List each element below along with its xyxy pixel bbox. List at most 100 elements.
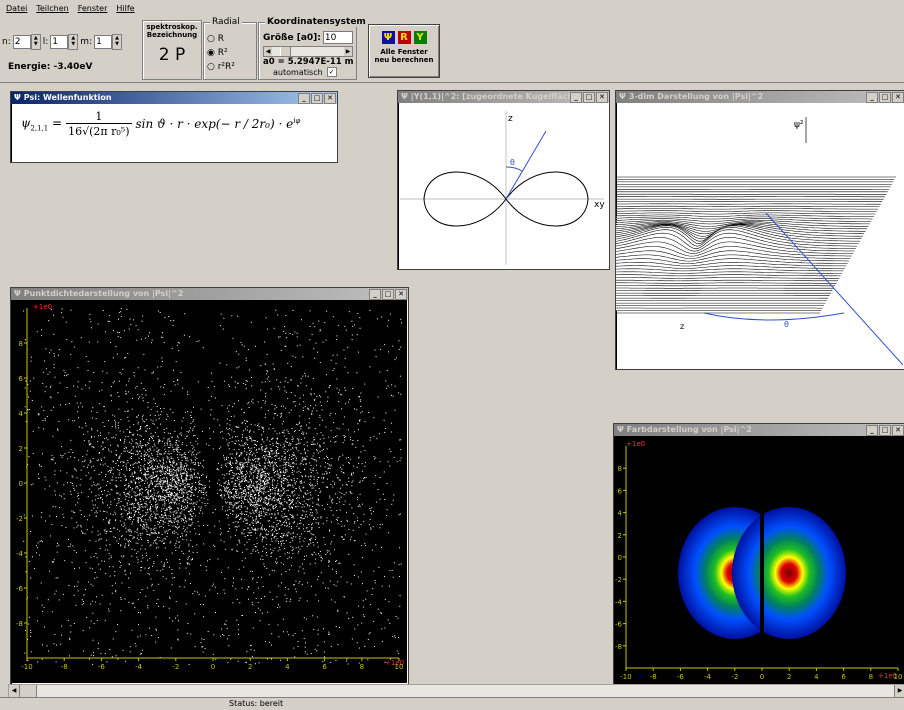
horizontal-scrollbar[interactable]: ◀ ▶	[8, 684, 904, 698]
scroll-thumb[interactable]	[20, 685, 37, 697]
spherical-titlebar[interactable]: Ψ|Y(1,1)|^2: [zugeordnete Kugelfläche _□…	[398, 91, 609, 103]
close-icon[interactable]: ✕	[892, 92, 904, 103]
formula-rhs: sin ϑ · r · exp(− r / 2r₀) · e	[136, 117, 294, 131]
x-tick-label: -2	[731, 673, 738, 681]
corner-label-top: +1e0	[626, 440, 645, 448]
spherical-harmonic-window: Ψ|Y(1,1)|^2: [zugeordnete Kugelfläche _□…	[397, 90, 610, 270]
size-input[interactable]	[323, 31, 353, 44]
formula-denominator: 16√(2π r₀⁵)	[66, 123, 131, 138]
x-tick-label: 6	[322, 663, 327, 671]
close-icon[interactable]: ✕	[596, 92, 608, 103]
l-label: l:	[43, 37, 49, 47]
x-tick-label: -4	[704, 673, 712, 681]
recompute-all-button[interactable]: Ψ R Y Alle Fenster neu berechnen	[368, 24, 440, 78]
minimize-icon[interactable]: _	[570, 92, 582, 103]
angle-arc	[506, 167, 522, 171]
radial-option-r2[interactable]: ◉ R²	[207, 46, 235, 60]
x-tick-label: -8	[61, 663, 68, 671]
menu-fenster[interactable]: Fenster	[78, 4, 108, 13]
spherical-plot: z xy θ	[398, 103, 607, 267]
spectro-value: 2 P	[143, 45, 201, 65]
radial-option-r2r2[interactable]: ○ r²R²	[207, 60, 235, 74]
y-tick-label: 6	[19, 375, 24, 383]
menu-datei[interactable]: Datei	[6, 4, 27, 13]
psi-window-icon: Ψ	[14, 93, 21, 102]
psi-window-icon: Ψ	[619, 92, 626, 101]
m-label: m:	[80, 37, 92, 47]
maximize-icon[interactable]: □	[583, 92, 595, 103]
close-icon[interactable]: ✕	[395, 289, 407, 300]
x-tick-label: 10	[894, 673, 903, 681]
close-icon[interactable]: ✕	[892, 425, 904, 436]
maximize-icon[interactable]: □	[382, 289, 394, 300]
quantum-number-panel: n: ▲▼ l: ▲▼ m: ▲▼ Energie: -3.40eV	[2, 20, 141, 78]
slider-right-arrow-icon[interactable]: ▶	[344, 47, 352, 56]
corner-label-top: +1e0	[33, 303, 52, 311]
radial-option-r[interactable]: ○ R	[207, 32, 235, 46]
minimize-icon[interactable]: _	[866, 425, 878, 436]
a0-readout: a0 = 5.2947E-11 m	[263, 57, 353, 67]
m-input[interactable]	[94, 35, 112, 49]
l-spinner[interactable]: ▲▼	[68, 34, 78, 50]
spectro-label-1: spektroskop.	[143, 23, 201, 31]
n-spinner[interactable]: ▲▼	[31, 34, 41, 50]
y-tick-label: 0	[19, 480, 23, 488]
minimize-icon[interactable]: _	[866, 92, 878, 103]
menu-teilchen[interactable]: Teilchen	[36, 4, 68, 13]
theta-label: θ	[510, 158, 515, 167]
scroll-left-icon[interactable]: ◀	[9, 685, 20, 697]
status-text: Status: bereit	[229, 699, 283, 708]
radial-legend: Radial	[210, 17, 242, 27]
x-tick-label: 0	[211, 663, 215, 671]
y-tick-label: 2	[618, 532, 622, 540]
x-tick-label: 4	[285, 663, 290, 671]
maximize-icon[interactable]: □	[311, 93, 323, 104]
psi-squared-label: ψ²	[794, 120, 804, 130]
psi-window-icon: Ψ	[14, 289, 21, 298]
surface-mesh	[616, 177, 903, 313]
minimize-icon[interactable]: _	[298, 93, 310, 104]
l-input[interactable]	[50, 35, 68, 49]
minimize-icon[interactable]: _	[369, 289, 381, 300]
z-axis-label: z	[508, 114, 513, 124]
x-tick-label: 0	[760, 673, 764, 681]
y-tick-label: 0	[618, 554, 622, 562]
surface-plot: ψ² z θ	[616, 103, 903, 367]
auto-label: automatisch	[273, 68, 323, 77]
y-tick-label: 8	[618, 465, 622, 473]
spectro-label-2: Bezeichnung	[143, 31, 201, 39]
radio-icon: ○	[207, 62, 215, 72]
auto-checkbox[interactable]: ✓	[327, 67, 337, 77]
xy-axis-label: xy	[594, 200, 605, 210]
slider-thumb[interactable]	[280, 47, 291, 56]
y-tick-label: -2	[16, 515, 23, 523]
maximize-icon[interactable]: □	[879, 92, 891, 103]
n-input[interactable]	[13, 35, 31, 49]
maximize-icon[interactable]: □	[879, 425, 891, 436]
size-label: Größe [a0]:	[263, 33, 321, 43]
m-spinner[interactable]: ▲▼	[112, 34, 122, 50]
y-tick-label: -6	[615, 621, 623, 629]
y-tick-label: -4	[615, 598, 623, 606]
z-axis-label: z	[680, 322, 684, 331]
y-tick-label: -8	[16, 620, 23, 628]
x-tick-label: -6	[677, 673, 685, 681]
size-slider[interactable]: ◀ ▶	[263, 46, 353, 57]
right-lobe	[732, 507, 846, 639]
y-tick-label: 4	[19, 410, 24, 418]
theta-label: θ	[784, 320, 789, 329]
scroll-right-icon[interactable]: ▶	[894, 685, 904, 697]
x-tick-label: -10	[620, 673, 631, 681]
close-icon[interactable]: ✕	[324, 93, 336, 104]
menu-hilfe[interactable]: Hilfe	[116, 4, 134, 13]
x-tick-label: 8	[869, 673, 873, 681]
x-tick-label: 2	[248, 663, 252, 671]
menu-bar: Datei Teilchen Fenster Hilfe	[0, 0, 904, 16]
slider-left-arrow-icon[interactable]: ◀	[264, 47, 272, 56]
